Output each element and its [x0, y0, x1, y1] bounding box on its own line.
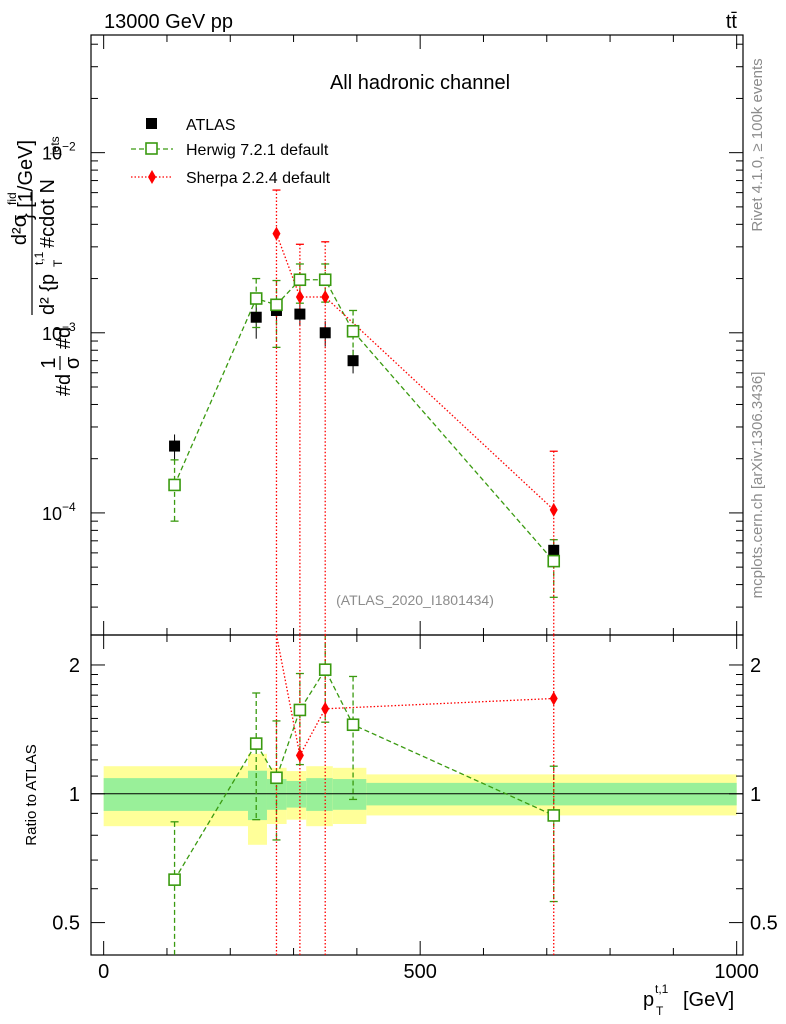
- marker-herwig: [547, 554, 561, 568]
- ratio-tick-label-right: 1: [750, 784, 761, 806]
- ylabel-frac1-den: σ: [62, 356, 84, 369]
- ylabel-frac1-num: 1: [38, 357, 60, 368]
- marker-atlas: [548, 544, 560, 556]
- band-stat-0: [103, 778, 248, 811]
- x-tick-label: 0: [98, 961, 109, 983]
- marker-herwig-ratio: [346, 718, 360, 732]
- ylabel-frac2-den-sub: T: [51, 259, 65, 267]
- analysis-id: (ATLAS_2020_I1801434): [336, 592, 494, 608]
- ratio-tick-label-left: 0.5: [52, 913, 80, 935]
- line-main-1: [173, 279, 555, 562]
- legend-marker-sherpa: [148, 170, 156, 184]
- legend-label-herwig: Herwig 7.2.1 default: [186, 142, 329, 159]
- ylabel-frac2-den-sup: t,1: [32, 251, 46, 265]
- chart-title: All hadronic channel: [330, 72, 510, 94]
- y-tick-label-exp: −4: [62, 500, 76, 514]
- ratio-tick-label-right: 2: [750, 655, 761, 677]
- band-stat-5: [332, 779, 367, 810]
- x-tick-label: 500: [403, 961, 436, 983]
- marker-atlas: [294, 308, 306, 320]
- ylabel-frac2-num: d²σ: [9, 214, 31, 245]
- xlabel-sup: t,1: [655, 982, 669, 996]
- marker-herwig-ratio: [270, 771, 283, 785]
- legend-marker-atlas: [146, 118, 157, 129]
- marker-herwig-ratio: [249, 737, 263, 750]
- ylabel-frac2-den-b: #cdot N: [37, 179, 59, 248]
- marker-herwig-ratio: [293, 703, 307, 717]
- marker-atlas: [347, 355, 359, 367]
- marker-herwig-ratio: [547, 809, 561, 822]
- marker-atlas: [319, 327, 331, 339]
- marker-herwig-ratio: [168, 873, 181, 886]
- x-tick-label: 1000: [714, 961, 759, 983]
- marker-sherpa: [549, 502, 558, 517]
- legend-label-sherpa: Sherpa 2.2.4 default: [186, 170, 331, 187]
- marker-herwig-ratio: [318, 663, 332, 676]
- process-label: tt̄: [726, 11, 738, 33]
- marker-herwig: [318, 273, 332, 287]
- legend-label-atlas: ATLAS: [186, 117, 236, 134]
- marker-atlas: [250, 311, 262, 323]
- xlabel-sub: T: [656, 1004, 664, 1018]
- ratio-tick-label-left: 1: [69, 784, 80, 806]
- marker-sherpa-ratio: [295, 748, 304, 763]
- marker-herwig: [346, 324, 360, 338]
- ratio-y-label: Ratio to ATLAS: [23, 744, 40, 845]
- ratio-tick-label-left: 2: [69, 655, 80, 677]
- xlabel-unit: [GeV]: [683, 989, 734, 1011]
- legend-marker-herwig: [145, 142, 158, 155]
- line-main-2: [275, 233, 555, 511]
- marker-herwig: [249, 292, 263, 305]
- marker-herwig: [270, 298, 283, 312]
- y-tick-label: 10: [42, 144, 62, 164]
- ylabel-frac2-den-sub2: jets: [48, 136, 62, 156]
- ylabel-frac2-den-a: d² {p: [37, 274, 59, 315]
- marker-sherpa: [272, 226, 281, 241]
- marker-atlas: [169, 440, 181, 452]
- rivet-label: Rivet 4.1.0, ≥ 100k events: [749, 58, 766, 231]
- legend: ATLAS Herwig 7.2.1 default Sherpa 2.2.4 …: [131, 117, 331, 187]
- ratio-bands: [103, 753, 737, 845]
- energy-label: 13000 GeV pp: [104, 11, 233, 33]
- ratio-plot-frame: [90, 634, 744, 956]
- y-tick-label: 10: [42, 504, 62, 524]
- error-bars: [170, 189, 558, 955]
- svg-text:d² {p: d² {p: [37, 274, 59, 315]
- ylabel-frac2-num-sup: fid: [5, 192, 19, 205]
- xlabel-main: p: [643, 989, 654, 1011]
- band-stat-4: [306, 778, 333, 811]
- x-axis-label: p t,1 T [GeV]: [643, 982, 734, 1018]
- marker-sherpa: [321, 290, 330, 305]
- marker-sherpa-ratio: [321, 701, 330, 716]
- ylabel-right: } [1/GeV]: [15, 140, 37, 220]
- ylabel-left: #d: [53, 374, 75, 396]
- y-tick-label-exp: −3: [62, 320, 76, 334]
- mcplots-label: mcplots.cern.ch [arXiv:1306.3436]: [749, 372, 766, 599]
- line-ratio-2: [275, 634, 554, 758]
- ylabel-mid: #d: [53, 327, 75, 349]
- marker-sherpa: [295, 290, 304, 305]
- marker-herwig: [168, 478, 181, 492]
- series-markers: [168, 226, 561, 886]
- y-axis-label: #d #d } [1/GeV] 1 σ d²σ fid d² {p t,1 T #c…: [5, 136, 84, 396]
- marker-herwig: [293, 273, 307, 287]
- marker-sherpa-ratio: [549, 691, 558, 706]
- ratio-tick-label-right: 0.5: [750, 913, 778, 935]
- y-tick-label-exp: −2: [62, 140, 76, 154]
- band-stat-1: [247, 770, 267, 821]
- y-tick-label: 10: [42, 324, 62, 344]
